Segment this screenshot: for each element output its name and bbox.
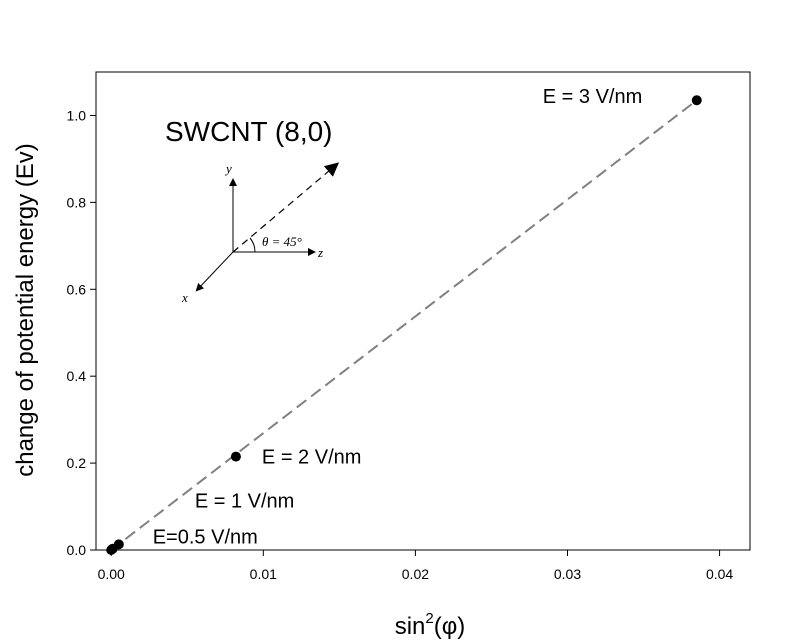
x-axis-label-sup: 2 xyxy=(425,610,433,627)
data-point-label: E = 1 V/nm xyxy=(195,490,295,512)
inset-angle-arc xyxy=(249,237,256,253)
x-tick-label: 0.01 xyxy=(250,566,277,582)
chart-title: SWCNT (8,0) xyxy=(165,116,333,147)
y-tick-label: 0.8 xyxy=(67,194,87,210)
inset-y-label: y xyxy=(224,161,232,176)
x-axis-ticks: 0.00 0.01 0.02 0.03 0.04 xyxy=(98,550,733,582)
inset-z-label: z xyxy=(317,245,323,260)
x-axis-label-base: sin xyxy=(395,613,426,640)
data-point xyxy=(113,539,124,550)
y-axis-label: change of potential energy (Ev) xyxy=(12,143,39,477)
y-tick-label: 0.2 xyxy=(67,455,87,471)
x-tick-label: 0.00 xyxy=(98,566,125,582)
y-axis-ticks: 0.0 0.2 0.4 0.6 0.8 1.0 xyxy=(67,107,96,558)
data-point-label: E=0.5 V/nm xyxy=(153,527,258,549)
inset-x-axis xyxy=(195,251,234,292)
data-point xyxy=(230,451,241,462)
fit-line xyxy=(110,99,698,551)
y-tick-label: 0.0 xyxy=(67,542,87,558)
x-tick-label: 0.03 xyxy=(554,566,581,582)
x-tick-label: 0.02 xyxy=(402,566,429,582)
data-point xyxy=(691,95,702,106)
x-axis-label-tail: (φ) xyxy=(434,613,466,640)
inset-field-arrow xyxy=(232,162,340,253)
y-tick-label: 0.4 xyxy=(67,368,87,384)
y-tick-label: 1.0 xyxy=(67,107,87,123)
inset-x-label: x xyxy=(181,290,188,305)
x-tick-label: 0.04 xyxy=(706,566,733,582)
plot-frame xyxy=(95,71,751,551)
y-tick-label: 0.6 xyxy=(67,281,87,297)
data-point-label: E = 2 V/nm xyxy=(262,447,362,469)
data-point-labels: E=0.5 V/nm E = 1 V/nm E = 2 V/nm E = 3 V/nm xyxy=(153,86,643,548)
data-point-label: E = 3 V/nm xyxy=(543,86,643,108)
data-points xyxy=(106,95,702,555)
x-axis-label: sin2(φ) xyxy=(395,610,466,640)
coordinate-inset: y z x θ = 45° xyxy=(181,161,340,305)
inset-angle-label: θ = 45° xyxy=(262,234,302,249)
